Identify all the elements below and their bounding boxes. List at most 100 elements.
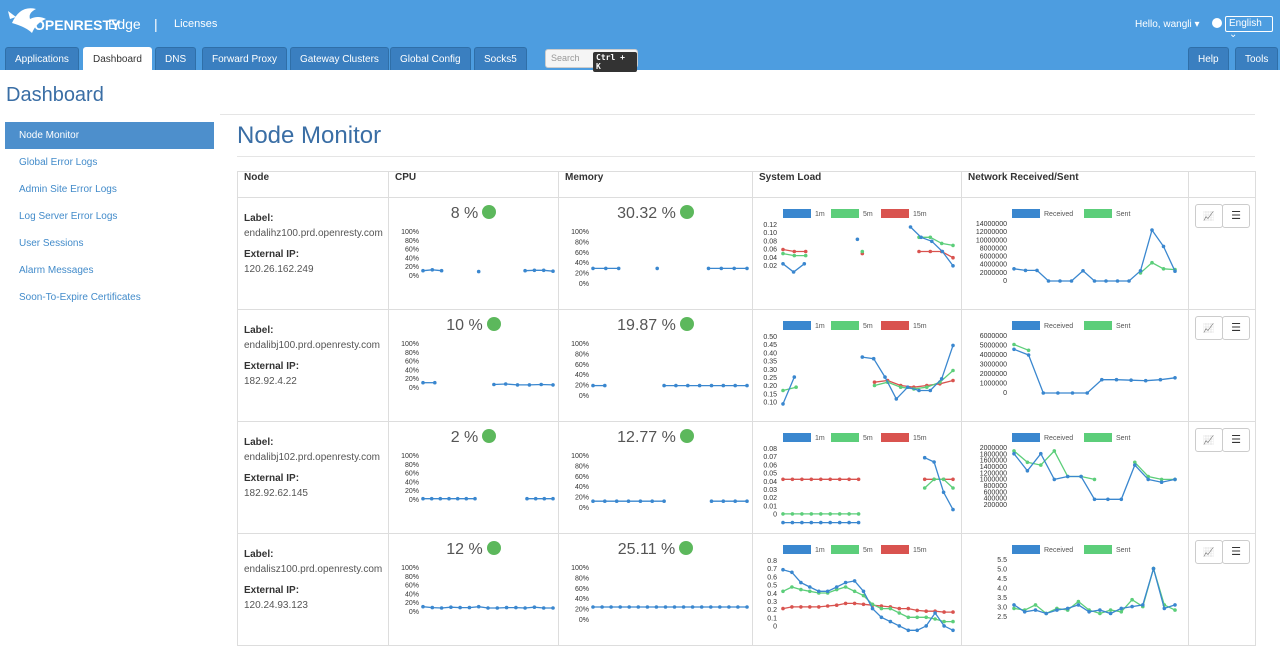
node-info: Label: endalibj102.prd.openresty.com Exter… — [238, 422, 388, 500]
node-info: Label: endalibj100.prd.openresty.com Exter… — [238, 310, 388, 388]
y-tick-label: 6000000 — [980, 333, 1007, 340]
tab-help[interactable]: Help — [1188, 47, 1229, 70]
network-legend-swatch — [1084, 321, 1112, 330]
view-chart-button[interactable]: 📈 — [1195, 428, 1223, 452]
y-tick-label: 20% — [575, 607, 589, 614]
y-tick-label: 2.5 — [997, 614, 1007, 621]
user-greeting: Hello, wangli — [1135, 19, 1192, 30]
y-tick-label: 60% — [575, 250, 589, 257]
licenses-link[interactable]: Licenses — [174, 18, 218, 30]
tab-forward-proxy[interactable]: Forward Proxy — [202, 47, 288, 70]
view-chart-button[interactable]: 📈 — [1195, 204, 1223, 228]
y-tick-label: 3.5 — [997, 595, 1007, 602]
status-dot-icon — [482, 429, 497, 443]
load5-series-point — [794, 385, 798, 389]
view-list-button[interactable]: ☰ — [1222, 540, 1250, 564]
node-info: Label: endalihz100.prd.openresty.com Exter… — [238, 198, 388, 276]
sidebar-item-user-sessions[interactable]: User Sessions — [19, 238, 84, 249]
label-caption: Label: — [244, 549, 274, 560]
y-tick-label: 0 — [1003, 278, 1007, 285]
tab-dns[interactable]: DNS — [155, 47, 197, 70]
y-tick-label: 4.5 — [997, 576, 1007, 583]
y-tick-label: 2000000 — [980, 371, 1007, 378]
system-load-chart: 1m 5m 15m 0.500.450.40 0.350.300.250.200.15 0… — [763, 321, 955, 407]
cpu-percent: 2 % — [389, 429, 558, 447]
line-chart-icon: 📈 — [1203, 547, 1215, 557]
network-legend-swatch — [1084, 433, 1112, 442]
language-select[interactable]: English ⌄ — [1225, 16, 1273, 40]
view-list-button[interactable]: ☰ — [1222, 428, 1250, 452]
sidebar-item-node-monitor[interactable]: Node Monitor — [5, 122, 214, 149]
sent-series-line — [1013, 449, 1095, 481]
memory-percent: 19.87 % — [559, 317, 752, 335]
table-row: Label: endalibj100.prd.openresty.com Exter… — [237, 309, 1256, 422]
y-tick-label: 0.02 — [763, 263, 777, 270]
sidebar-item-alarm-messages[interactable]: Alarm Messages — [19, 265, 94, 276]
tab-tools[interactable]: Tools — [1235, 47, 1279, 70]
mem-sparkline-chart: 100% 80% 60% 40% 20% 0% — [571, 565, 749, 624]
load1-series-line — [862, 345, 954, 400]
load15-series-point — [781, 606, 785, 611]
section-divider — [237, 156, 1255, 157]
line-chart-icon: 📈 — [1203, 435, 1215, 445]
column-header-network: Network Received/Sent — [961, 171, 1189, 198]
y-tick-label: 40% — [575, 260, 589, 267]
mem-series-point — [662, 383, 666, 388]
load5-series-line — [782, 252, 806, 257]
sidebar-item-log-server-error-logs[interactable]: Log Server Error Logs — [19, 211, 118, 222]
y-tick-label: 5.0 — [997, 567, 1007, 574]
percent-value: 12.77 % — [617, 429, 676, 446]
y-tick-label: 40% — [575, 372, 589, 379]
y-tick-label: 20% — [575, 383, 589, 390]
y-tick-label: 1000000 — [980, 477, 1007, 484]
search-box[interactable]: Search Ctrl + K — [545, 49, 638, 72]
cpu-sparkline-chart: 100% 80% 60%40% 20% 0% — [401, 229, 555, 280]
sidebar-item-soon-to-expire-certificates[interactable]: Soon-To-Expire Certificates — [19, 292, 141, 303]
memory-cell: 19.87 % 100% 80% 60% 40% 20% 0% — [558, 309, 753, 422]
load-legend-label: 15m — [913, 323, 927, 330]
openresty-logo[interactable]: OPENRESTY — [6, 3, 146, 43]
y-tick-label: 0.15 — [763, 391, 777, 398]
status-dot-icon — [679, 317, 694, 331]
system-load-chart: 1m 5m 15m 0.120.100.08 0.060.040.02 — [763, 209, 955, 274]
y-tick-label: 20% — [405, 264, 419, 271]
cpu-percent: 8 % — [389, 205, 558, 223]
y-tick-label: 0% — [409, 609, 419, 616]
load1-series-point — [860, 355, 865, 359]
sidebar-item-admin-site-error-logs[interactable]: Admin Site Error Logs — [19, 184, 117, 195]
view-list-button[interactable]: ☰ — [1222, 316, 1250, 340]
tab-gateway-clusters[interactable]: Gateway Clusters — [290, 47, 389, 70]
brand-separator: | — [154, 16, 158, 32]
line-chart-icon: 📈 — [1203, 211, 1215, 221]
tab-applications[interactable]: Applications — [5, 47, 79, 70]
system-load-chart: 1m 5m 15m 0.080.070.06 0.050.040.030.020.01 0 — [763, 433, 955, 525]
list-icon: ☰ — [1231, 210, 1241, 222]
view-list-button[interactable]: ☰ — [1222, 204, 1250, 228]
y-tick-label: 80% — [405, 350, 419, 357]
load-legend-swatch — [881, 433, 909, 442]
mem-series-point — [616, 266, 621, 271]
y-tick-label: 0.45 — [763, 342, 777, 349]
y-tick-label: 40% — [405, 591, 419, 598]
table-row: Label: endalihz100.prd.openresty.com Exter… — [237, 197, 1256, 310]
tab-socks5[interactable]: Socks5 — [474, 47, 527, 70]
tab-dashboard[interactable]: Dashboard — [83, 47, 152, 70]
view-chart-button[interactable]: 📈 — [1195, 540, 1223, 564]
cpu-sparkline-chart: 100% 80% 60%40% 20% 0% — [401, 341, 555, 392]
sidebar-item-global-error-logs[interactable]: Global Error Logs — [19, 157, 98, 168]
tab-global-config[interactable]: Global Config — [390, 47, 471, 70]
y-tick-label: 0.8 — [767, 558, 777, 565]
load-legend-label: 15m — [913, 211, 927, 218]
cpu-series-point — [421, 268, 425, 273]
view-chart-button[interactable]: 📈 — [1195, 316, 1223, 340]
list-icon: ☰ — [1231, 546, 1241, 558]
network-legend-label: Received — [1044, 323, 1073, 330]
load-legend-swatch — [783, 545, 811, 554]
y-tick-label: 20% — [575, 495, 589, 502]
y-tick-label: 0.35 — [763, 359, 777, 366]
y-tick-label: 0.10 — [763, 230, 777, 237]
y-tick-label: 5.5 — [997, 557, 1007, 564]
status-dot-icon — [482, 205, 497, 219]
y-tick-label: 0.30 — [763, 367, 777, 374]
user-menu[interactable]: Hello, wangli ▾ — [1135, 19, 1200, 30]
